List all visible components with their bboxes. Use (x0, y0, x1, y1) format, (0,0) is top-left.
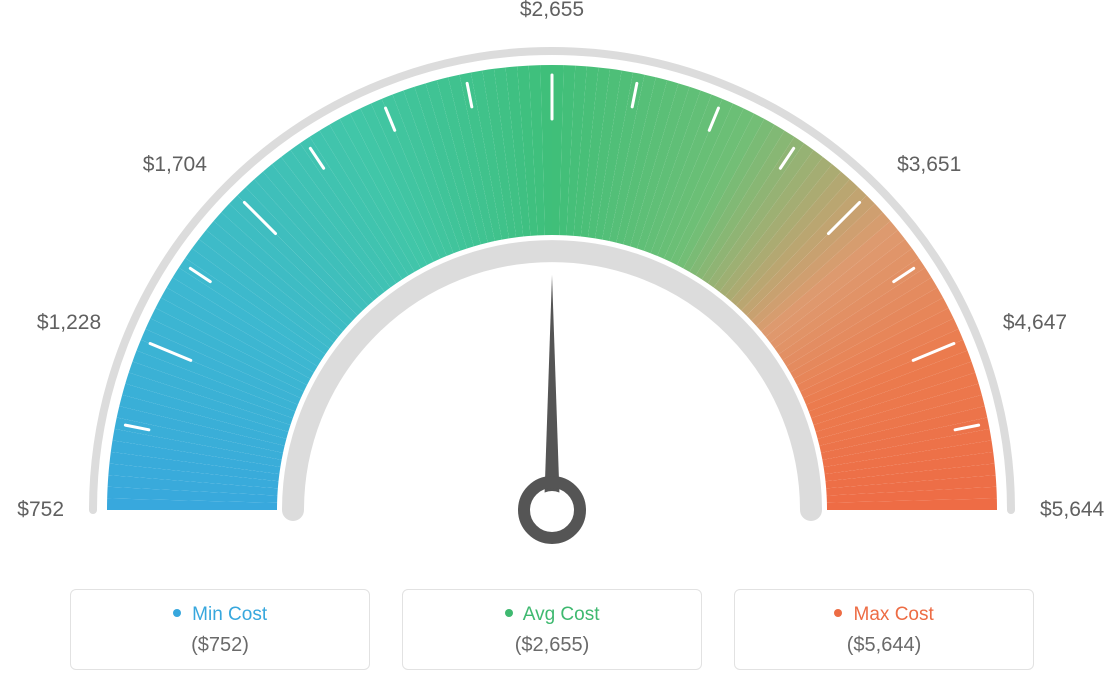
scale-label: $3,651 (897, 153, 961, 177)
legend-row: Min Cost ($752) Avg Cost ($2,655) Max Co… (0, 589, 1104, 670)
legend-title-max-text: Max Cost (854, 604, 934, 625)
legend-card-avg: Avg Cost ($2,655) (402, 589, 702, 670)
legend-value-max: ($5,644) (745, 634, 1023, 657)
legend-value-min: ($752) (81, 634, 359, 657)
scale-label: $752 (17, 498, 64, 522)
legend-value-avg: ($2,655) (413, 634, 691, 657)
legend-card-max: Max Cost ($5,644) (734, 589, 1034, 670)
scale-label: $1,704 (143, 153, 207, 177)
legend-title-avg-text: Avg Cost (523, 604, 600, 625)
gauge-svg (0, 0, 1104, 560)
scale-label: $2,655 (520, 0, 584, 22)
dot-max (834, 609, 842, 617)
dot-min (173, 609, 181, 617)
scale-label: $4,647 (1003, 311, 1067, 335)
legend-card-min: Min Cost ($752) (70, 589, 370, 670)
dot-avg (505, 609, 513, 617)
legend-title-min: Min Cost (81, 604, 359, 626)
legend-title-min-text: Min Cost (192, 604, 267, 625)
legend-title-max: Max Cost (745, 604, 1023, 626)
scale-label: $5,644 (1040, 498, 1104, 522)
legend-title-avg: Avg Cost (413, 604, 691, 626)
cost-gauge: $752 $1,228 $1,704 $2,655 $3,651 $4,647 $5,644 (0, 0, 1104, 560)
scale-label: $1,228 (37, 311, 101, 335)
